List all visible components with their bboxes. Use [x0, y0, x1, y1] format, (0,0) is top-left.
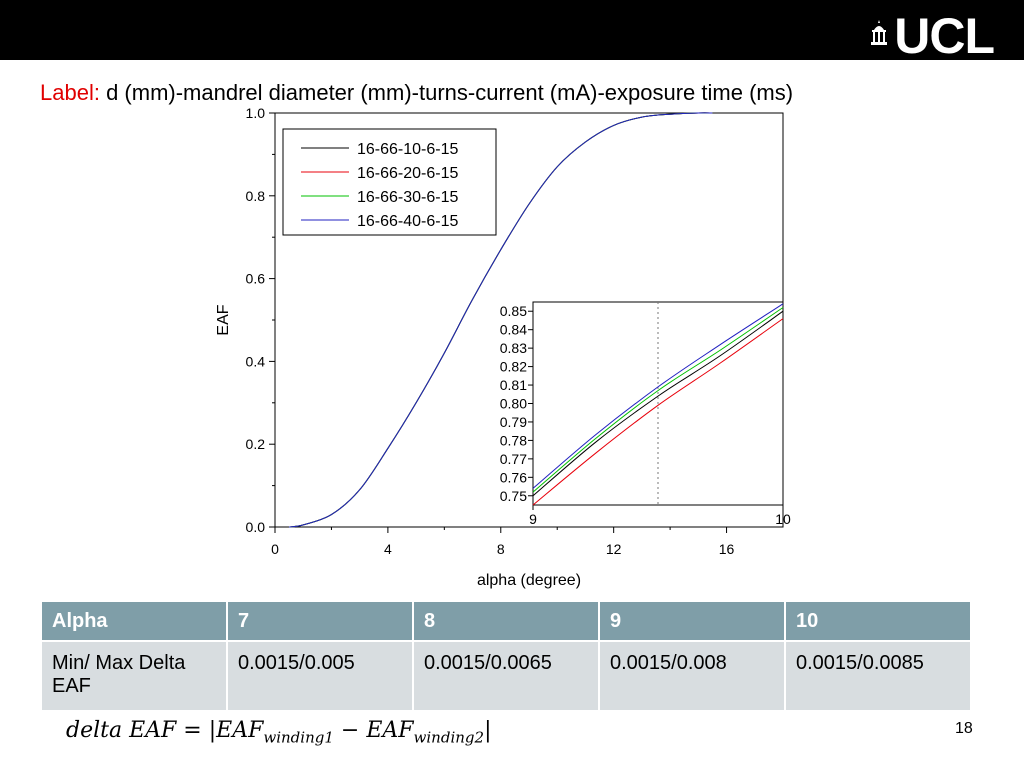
x-tick-label: 4: [384, 541, 392, 557]
logo-text: UCL: [894, 8, 995, 64]
inset-y-tick-label: 0.85: [500, 303, 527, 319]
x-axis-label: alpha (degree): [477, 572, 581, 589]
portico-dome-icon: [871, 20, 888, 45]
inset-series-line: [532, 310, 784, 497]
inset-y-tick-label: 0.77: [500, 451, 527, 467]
legend-label: 16-66-30-6-15: [357, 189, 459, 206]
inset-y-tick-label: 0.81: [500, 377, 527, 393]
delta-eaf-table: Alpha 7 8 9 10 Min/ Max Delta EAF 0.0015…: [40, 600, 972, 712]
inset-x-tick-label: 9: [529, 511, 537, 527]
table-header-cell: 8: [412, 600, 600, 642]
y-tick-label: 0.8: [246, 188, 266, 204]
table-cell: 0.0015/0.0065: [412, 640, 600, 712]
table-header-cell: Alpha: [40, 600, 228, 642]
slide-caption: Label: d (mm)-mandrel diameter (mm)-turn…: [40, 80, 793, 106]
inset-y-tick-label: 0.76: [500, 469, 527, 485]
legend-label: 16-66-10-6-15: [357, 141, 459, 158]
table-cell: 0.0015/0.005: [226, 640, 414, 712]
y-axis-label: EAF: [215, 304, 232, 335]
inset-series-line: [532, 318, 784, 506]
legend-label: 16-66-40-6-15: [357, 213, 459, 230]
formula-term2: EAF: [366, 718, 414, 743]
x-tick-label: 8: [497, 541, 505, 557]
table-cell: 0.0015/0.0085: [784, 640, 972, 712]
y-tick-label: 0.0: [246, 519, 266, 535]
legend-label: 16-66-20-6-15: [357, 165, 459, 182]
y-tick-label: 0.6: [246, 271, 266, 287]
header-bar: UCL: [0, 0, 1024, 61]
caption-label: Label:: [40, 80, 100, 105]
formula-sub2: winding2: [413, 728, 485, 747]
formula-minus: −: [340, 718, 360, 743]
formula-lhs: delta EAF =: [66, 718, 202, 743]
table-header-cell: 7: [226, 600, 414, 642]
table-cell: Min/ Max Delta EAF: [40, 640, 228, 712]
inset-y-tick-label: 0.78: [500, 432, 527, 448]
inset-series-line: [532, 307, 784, 493]
x-tick-label: 16: [719, 541, 735, 557]
caption-text: d (mm)-mandrel diameter (mm)-turns-curre…: [106, 80, 794, 105]
table-row: Min/ Max Delta EAF 0.0015/0.005 0.0015/0…: [40, 640, 972, 712]
inset-y-tick-label: 0.82: [500, 359, 527, 375]
y-tick-label: 0.4: [246, 353, 266, 369]
table-header-cell: 10: [784, 600, 972, 642]
inset-series-line: [532, 303, 784, 489]
table-header-row: Alpha 7 8 9 10: [40, 600, 972, 642]
inset-y-tick-label: 0.83: [500, 340, 527, 356]
inset-y-tick-label: 0.75: [500, 488, 527, 504]
ucl-logo: UCL: [871, 11, 995, 61]
eaf-chart: 0 4 8 12 16 0.0 0.2 0.4 0.6 0.8 1.0 alpha (degree) E…: [215, 105, 791, 589]
inset-y-tick-label: 0.80: [500, 396, 527, 412]
series-line: [289, 112, 713, 528]
formula-sub1: winding1: [263, 728, 334, 747]
x-tick-label: 0: [271, 541, 279, 557]
inset-x-tick-label: 10: [775, 511, 791, 527]
inset-y-tick-label: 0.79: [500, 414, 527, 430]
formula-term1: EAF: [216, 718, 264, 743]
y-tick-label: 1.0: [246, 105, 266, 121]
inset-y-tick-label: 0.84: [500, 322, 527, 338]
table-header-cell: 9: [598, 600, 786, 642]
x-tick-label: 12: [606, 541, 622, 557]
delta-eaf-formula: delta EAF = |EAFwinding1 − EAFwinding2|: [66, 718, 492, 747]
table-cell: 0.0015/0.008: [598, 640, 786, 712]
y-tick-label: 0.2: [246, 436, 266, 452]
page-number: 18: [955, 720, 973, 737]
legend-box: [282, 128, 497, 236]
